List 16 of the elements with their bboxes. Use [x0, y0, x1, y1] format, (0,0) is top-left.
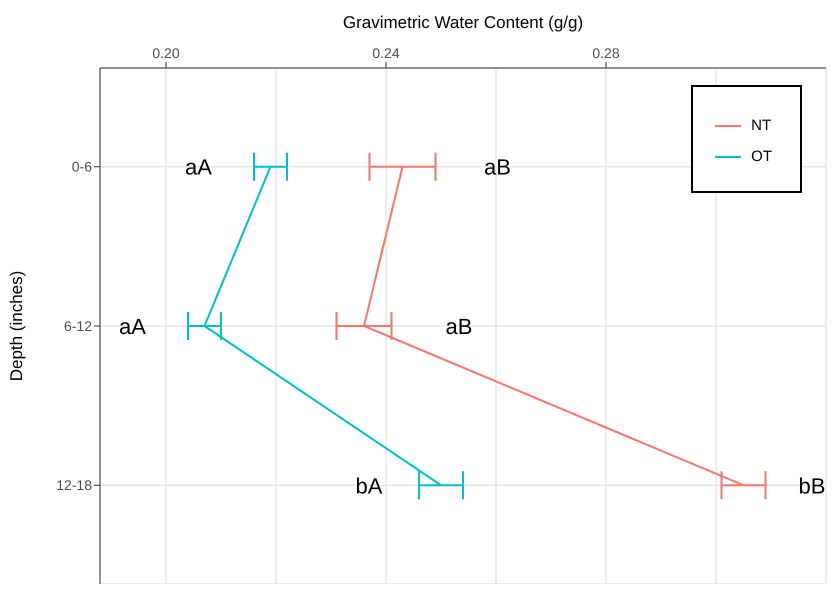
x-tick-label: 0.28 [592, 45, 620, 61]
y-tick-label: 12-18 [56, 477, 92, 494]
y-tick-label: 0-6 [72, 158, 92, 175]
annotation: aA [185, 154, 212, 180]
annotation: bB [798, 473, 826, 498]
x-tick-label: 0.24 [372, 45, 400, 61]
legend-label: OT [751, 148, 772, 165]
x-axis-title: Gravimetric Water Content (g/g) [342, 13, 584, 32]
annotation: aB [446, 314, 472, 339]
annotation: aB [484, 154, 511, 180]
y-axis-title: Depth (inches) [7, 270, 26, 382]
y-tick-label: 6-12 [64, 318, 92, 334]
x-tick-label: 0.20 [152, 45, 180, 61]
annotation: aA [119, 314, 146, 339]
annotation: bA [356, 473, 383, 498]
legend-label: NT [751, 117, 772, 134]
